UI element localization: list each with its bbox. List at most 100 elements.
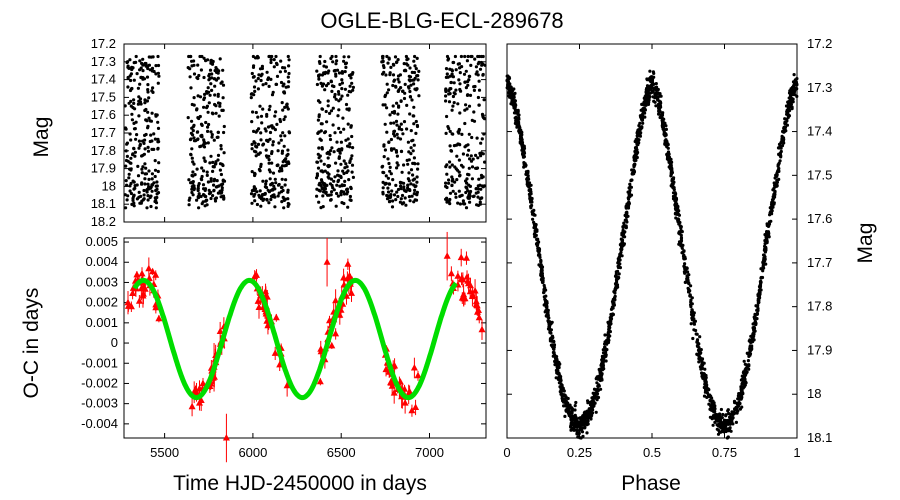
data-point	[322, 162, 326, 166]
data-point	[711, 399, 715, 403]
data-point	[254, 110, 258, 115]
data-point	[277, 182, 281, 187]
ytick-label: 17.3	[807, 80, 832, 95]
data-point	[700, 357, 705, 361]
data-point	[654, 95, 658, 99]
data-point	[469, 154, 473, 158]
data-point	[775, 179, 779, 183]
data-point	[187, 178, 191, 182]
data-point	[137, 114, 141, 118]
data-point	[213, 93, 217, 97]
data-point	[577, 416, 581, 420]
data-point	[724, 414, 728, 418]
data-point	[536, 247, 540, 251]
data-point	[724, 420, 729, 424]
xtick-label: 0.75	[712, 445, 737, 460]
data-point	[708, 407, 712, 411]
data-point	[152, 181, 156, 185]
data-point	[136, 86, 140, 90]
data-point	[475, 203, 479, 207]
data-point	[731, 416, 735, 420]
data-point	[140, 181, 144, 185]
data-point	[730, 410, 734, 414]
data-point	[268, 177, 272, 181]
ytick-label: 17.5	[91, 89, 116, 104]
data-point	[268, 104, 272, 108]
data-point	[527, 192, 532, 196]
data-point	[763, 257, 767, 261]
data-point	[588, 400, 592, 404]
data-point	[132, 204, 136, 208]
data-point	[651, 89, 655, 93]
data-point	[339, 175, 343, 180]
data-point	[150, 66, 155, 70]
xtick-label: 0.5	[643, 445, 661, 460]
ytick-label: 17.4	[807, 124, 832, 139]
data-point	[222, 151, 226, 155]
ytick-label: 17.4	[91, 72, 116, 87]
data-point	[385, 54, 389, 59]
data-point	[587, 407, 591, 411]
data-point	[253, 171, 257, 175]
data-point	[692, 322, 697, 326]
data-point	[315, 69, 319, 73]
data-point	[318, 189, 322, 193]
data-point	[127, 176, 131, 180]
data-point	[542, 291, 546, 295]
data-point	[546, 315, 550, 319]
data-point	[221, 163, 225, 168]
data-point	[521, 145, 525, 149]
data-point	[613, 291, 617, 295]
data-point	[221, 108, 225, 112]
data-point	[393, 55, 398, 59]
data-point	[282, 82, 286, 86]
data-point	[383, 122, 387, 126]
data-point	[257, 193, 261, 197]
data-point	[276, 163, 280, 167]
data-point	[329, 177, 333, 181]
data-point	[719, 422, 723, 426]
data-point	[334, 161, 338, 165]
data-point	[259, 131, 263, 135]
data-point	[325, 151, 329, 155]
data-point	[619, 237, 623, 241]
data-point	[578, 436, 582, 440]
data-point	[445, 72, 449, 76]
data-point	[510, 89, 514, 93]
data-point	[199, 68, 203, 72]
data-point	[700, 371, 704, 376]
data-point	[129, 104, 133, 108]
data-point	[398, 137, 403, 141]
data-point	[480, 196, 484, 200]
data-point	[529, 200, 533, 204]
data-point	[189, 86, 193, 90]
data-point	[144, 107, 148, 112]
data-point	[261, 107, 265, 111]
data-point	[211, 169, 215, 173]
data-point	[744, 371, 748, 375]
data-point	[219, 195, 223, 199]
data-point	[128, 184, 132, 188]
data-point	[256, 142, 261, 146]
data-point	[197, 206, 201, 210]
data-point	[252, 129, 256, 133]
data-point	[156, 120, 160, 124]
data-point	[407, 150, 411, 154]
data-point	[707, 402, 711, 406]
data-point	[454, 195, 458, 199]
data-point	[409, 168, 414, 172]
data-point	[397, 125, 401, 129]
data-point	[269, 60, 273, 65]
data-point	[476, 190, 480, 194]
data-point	[282, 198, 286, 202]
data-point	[344, 138, 348, 142]
data-point	[738, 395, 742, 399]
data-point	[793, 86, 798, 90]
o-c-point	[283, 381, 291, 389]
data-point	[697, 352, 702, 356]
data-point	[269, 183, 273, 187]
data-point	[350, 134, 354, 139]
data-point	[604, 354, 608, 358]
data-point	[395, 154, 399, 158]
data-point	[188, 54, 192, 59]
